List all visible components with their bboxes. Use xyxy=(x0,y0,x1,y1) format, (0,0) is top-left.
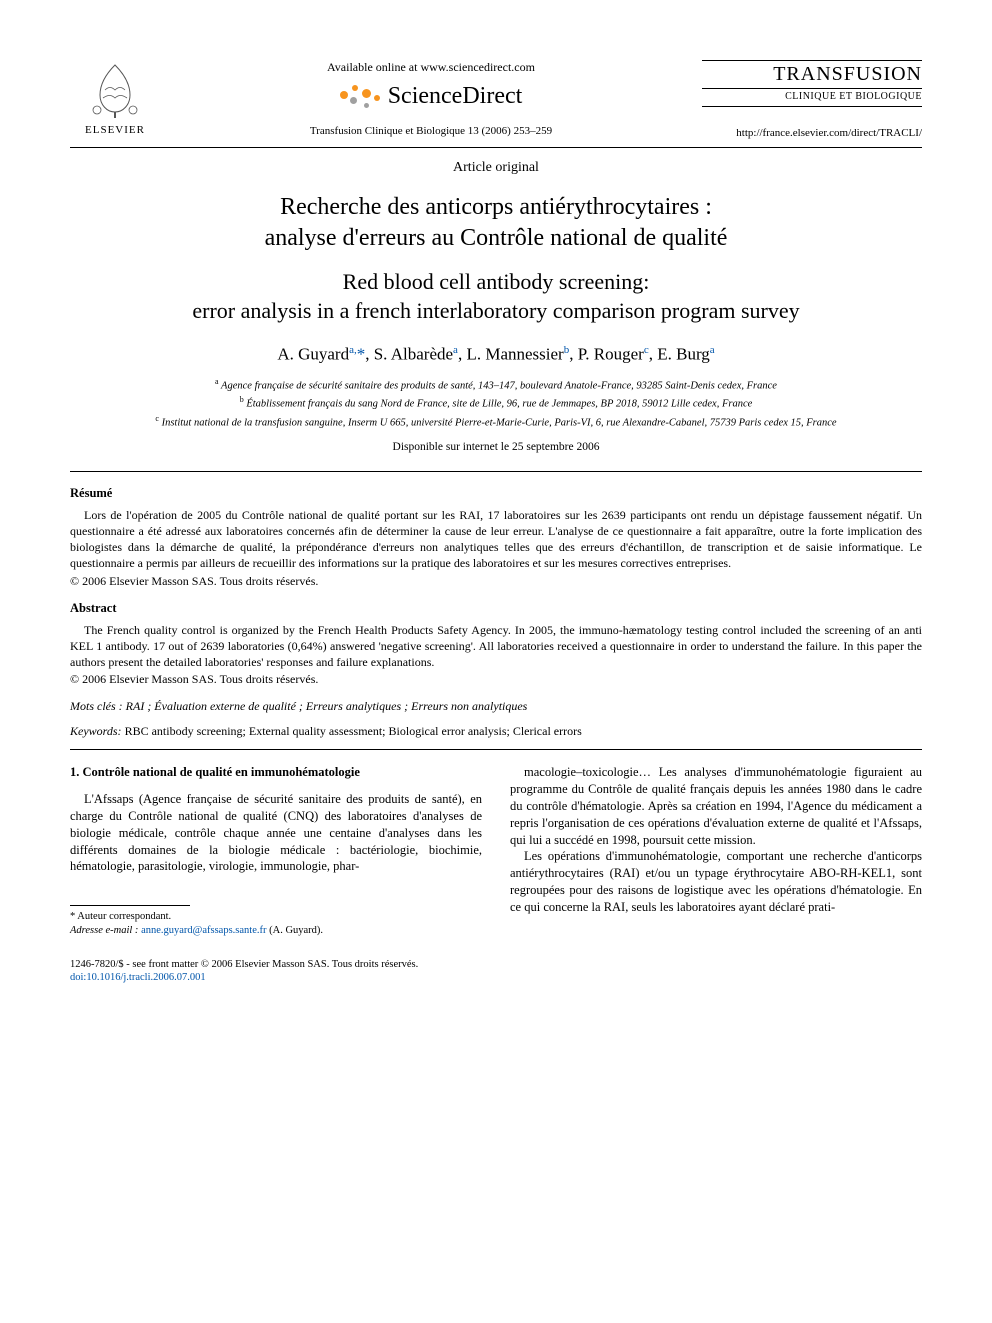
elsevier-label: ELSEVIER xyxy=(85,124,145,136)
left-column: 1. Contrôle national de qualité en immun… xyxy=(70,764,482,938)
issn-line: 1246-7820/$ - see front matter © 2006 El… xyxy=(70,958,922,972)
resume-body: Lors de l'opération de 2005 du Contrôle … xyxy=(70,507,922,572)
mots-cles: Mots clés : RAI ; Évaluation externe de … xyxy=(70,699,922,714)
keywords-value: RBC antibody screening; External quality… xyxy=(122,724,582,738)
sciencedirect-text: ScienceDirect xyxy=(388,83,523,110)
resume-copyright: © 2006 Elsevier Masson SAS. Tous droits … xyxy=(70,574,922,589)
sciencedirect-logo: ScienceDirect xyxy=(340,81,523,111)
footnote-rule xyxy=(70,905,190,906)
body-columns: 1. Contrôle national de qualité en immun… xyxy=(70,764,922,938)
col2-paragraph-2: Les opérations d'immunohématologie, comp… xyxy=(510,848,922,916)
doi-link[interactable]: doi:10.1016/j.tracli.2006.07.001 xyxy=(70,972,206,983)
center-header: Available online at www.sciencedirect.co… xyxy=(160,60,702,137)
publisher-logo-block: ELSEVIER xyxy=(70,60,160,136)
article-type: Article original xyxy=(70,160,922,176)
title-english: Red blood cell antibody screening:error … xyxy=(70,268,922,325)
title-french: Recherche des anticorps antiérythrocytai… xyxy=(70,192,922,254)
elsevier-tree-icon xyxy=(85,60,145,120)
abstract-top-rule xyxy=(70,471,922,472)
col1-paragraph-1: L'Afssaps (Agence française de sécurité … xyxy=(70,791,482,875)
header-divider xyxy=(70,147,922,148)
corresponding-author-note: * Auteur correspondant. xyxy=(70,910,482,924)
journal-url: http://france.elsevier.com/direct/TRACLI… xyxy=(702,127,922,139)
resume-heading: Résumé xyxy=(70,486,922,501)
journal-branding: TRANSFUSION CLINIQUE ET BIOLOGIQUE http:… xyxy=(702,60,922,139)
journal-name: TRANSFUSION xyxy=(702,60,922,89)
bottom-info: 1246-7820/$ - see front matter © 2006 El… xyxy=(70,958,922,985)
abstract-bottom-rule xyxy=(70,749,922,750)
page-header: ELSEVIER Available online at www.science… xyxy=(70,60,922,139)
journal-reference: Transfusion Clinique et Biologique 13 (2… xyxy=(310,125,552,137)
section-1-heading: 1. Contrôle national de qualité en immun… xyxy=(70,764,482,781)
email-footnote: Adresse e-mail : anne.guyard@afssaps.san… xyxy=(70,924,482,938)
publication-date: Disponible sur internet le 25 septembre … xyxy=(70,441,922,453)
journal-subtitle: CLINIQUE ET BIOLOGIQUE xyxy=(702,91,922,107)
mots-cles-value: RAI ; Évaluation externe de qualité ; Er… xyxy=(123,699,528,713)
right-column: macologie–toxicologie… Les analyses d'im… xyxy=(510,764,922,938)
col2-paragraph-1: macologie–toxicologie… Les analyses d'im… xyxy=(510,764,922,848)
available-online-text: Available online at www.sciencedirect.co… xyxy=(327,60,535,75)
abstract-copyright: © 2006 Elsevier Masson SAS. Tous droits … xyxy=(70,672,922,687)
mots-cles-label: Mots clés : xyxy=(70,699,123,713)
keywords-label: Keywords: xyxy=(70,724,122,738)
affiliations: a Agence française de sécurité sanitaire… xyxy=(70,376,922,431)
sciencedirect-icon xyxy=(340,81,380,111)
keywords: Keywords: RBC antibody screening; Extern… xyxy=(70,724,922,739)
authors-list: A. Guyarda,*, S. Albarèdea, L. Mannessie… xyxy=(70,344,922,365)
abstract-heading: Abstract xyxy=(70,601,922,616)
email-label: Adresse e-mail : xyxy=(70,925,138,936)
email-suffix: (A. Guyard). xyxy=(266,925,323,936)
abstract-body: The French quality control is organized … xyxy=(70,622,922,671)
author-email-link[interactable]: anne.guyard@afssaps.sante.fr xyxy=(141,925,266,936)
